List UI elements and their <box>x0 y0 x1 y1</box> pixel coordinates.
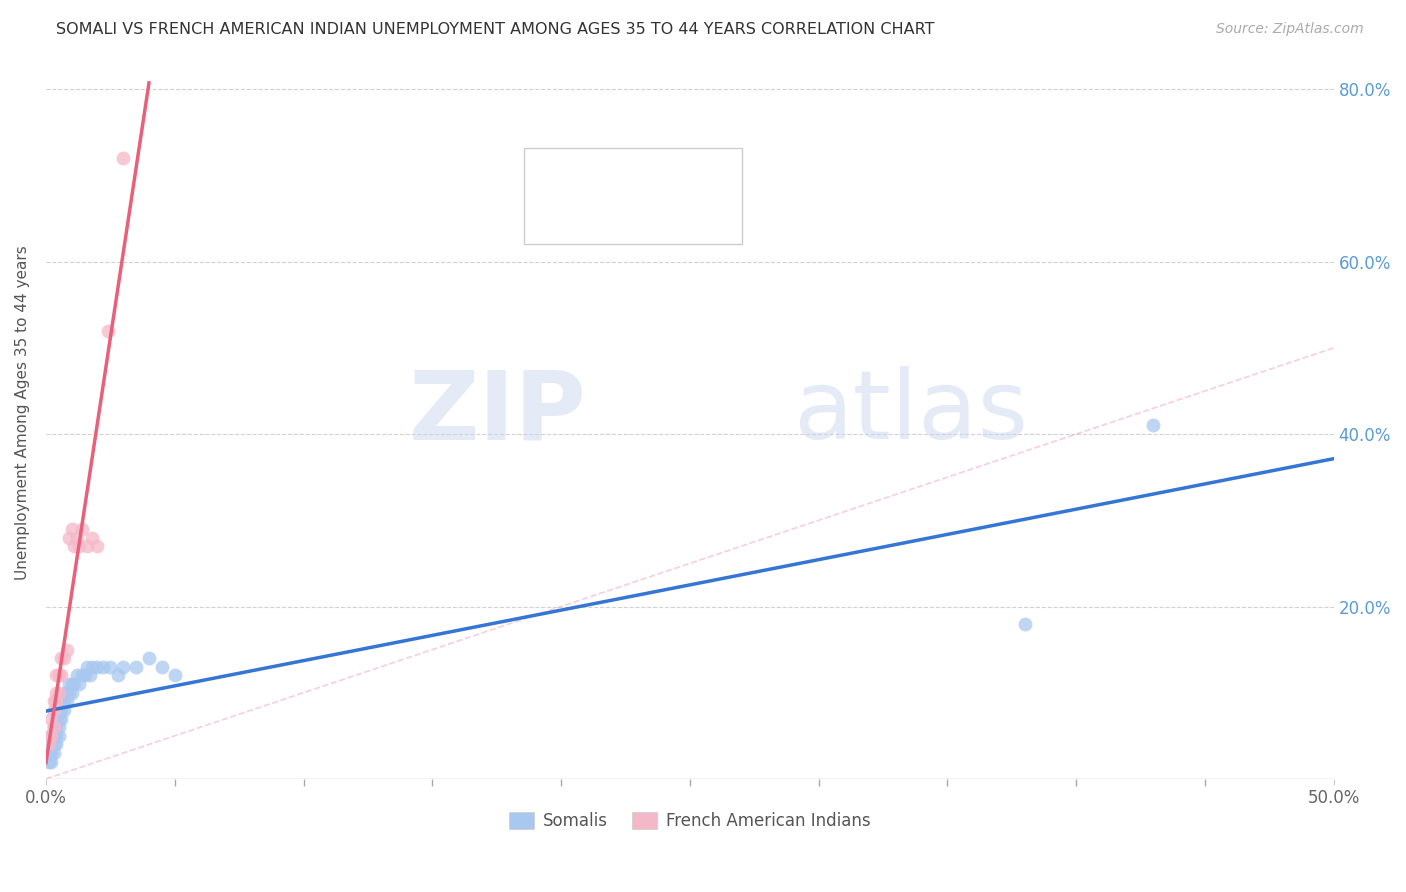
Point <box>70 522 93 536</box>
Point <box>51 712 73 726</box>
Point <box>60 686 83 700</box>
Point <box>48 668 70 682</box>
Point <box>138 651 160 665</box>
Point <box>1014 616 1036 631</box>
Point <box>60 677 83 691</box>
Point <box>76 660 98 674</box>
Point <box>45 712 67 726</box>
Point <box>69 539 91 553</box>
Point <box>42 746 65 760</box>
Point <box>42 738 65 752</box>
Point <box>1142 418 1164 433</box>
Point <box>39 729 62 743</box>
Point <box>150 660 173 674</box>
Point <box>112 151 135 165</box>
Point <box>53 694 76 708</box>
Point <box>39 729 62 743</box>
Point <box>53 686 76 700</box>
Point <box>42 703 65 717</box>
Point <box>76 539 98 553</box>
Point <box>82 660 104 674</box>
Point <box>82 531 104 545</box>
Point <box>45 729 67 743</box>
Point <box>42 729 65 743</box>
Text: ZIP: ZIP <box>409 366 586 459</box>
Point <box>70 668 93 682</box>
Point <box>66 531 89 545</box>
Point <box>53 703 76 717</box>
Point <box>58 677 80 691</box>
Legend: Somalis, French American Indians: Somalis, French American Indians <box>502 805 877 837</box>
Point <box>97 324 120 338</box>
Point <box>98 660 121 674</box>
Point <box>48 720 70 734</box>
Point <box>53 651 76 665</box>
Point <box>51 668 73 682</box>
Point <box>39 755 62 769</box>
Point <box>39 746 62 760</box>
Point <box>42 720 65 734</box>
Point <box>48 686 70 700</box>
Point <box>42 694 65 708</box>
Point <box>73 668 96 682</box>
Bar <box>533 203 554 227</box>
Point <box>38 755 60 769</box>
Point <box>45 694 67 708</box>
Point <box>79 668 101 682</box>
Point <box>63 677 86 691</box>
Point <box>48 712 70 726</box>
Point <box>66 668 89 682</box>
Point <box>45 668 67 682</box>
Y-axis label: Unemployment Among Ages 35 to 44 years: Unemployment Among Ages 35 to 44 years <box>15 245 30 580</box>
Point <box>58 686 80 700</box>
Point <box>51 703 73 717</box>
Point <box>86 539 108 553</box>
Point <box>58 531 80 545</box>
Point <box>163 668 186 682</box>
Text: N = 51: N = 51 <box>661 168 723 186</box>
Point <box>38 729 60 743</box>
Point <box>45 738 67 752</box>
Point <box>48 729 70 743</box>
Point <box>45 686 67 700</box>
Bar <box>533 165 554 189</box>
Point <box>42 729 65 743</box>
Point <box>69 677 91 691</box>
Text: N = 27: N = 27 <box>661 206 723 224</box>
Point <box>39 738 62 752</box>
Point <box>107 668 129 682</box>
Point <box>91 660 114 674</box>
Point <box>86 660 108 674</box>
Point <box>38 746 60 760</box>
Point <box>63 539 86 553</box>
Point <box>55 642 77 657</box>
Point <box>112 660 135 674</box>
Point <box>45 720 67 734</box>
Point <box>60 522 83 536</box>
Text: atlas: atlas <box>793 366 1028 459</box>
Point <box>55 686 77 700</box>
Point <box>42 720 65 734</box>
Text: R = 0.779: R = 0.779 <box>564 168 655 186</box>
Point <box>125 660 148 674</box>
Text: Source: ZipAtlas.com: Source: ZipAtlas.com <box>1216 22 1364 37</box>
Point <box>51 651 73 665</box>
Point <box>55 694 77 708</box>
Point <box>51 694 73 708</box>
Text: SOMALI VS FRENCH AMERICAN INDIAN UNEMPLOYMENT AMONG AGES 35 TO 44 YEARS CORRELAT: SOMALI VS FRENCH AMERICAN INDIAN UNEMPLO… <box>56 22 935 37</box>
Point <box>48 703 70 717</box>
Point <box>38 738 60 752</box>
Point <box>39 712 62 726</box>
Text: R = 0.417: R = 0.417 <box>564 206 655 224</box>
Point <box>48 694 70 708</box>
